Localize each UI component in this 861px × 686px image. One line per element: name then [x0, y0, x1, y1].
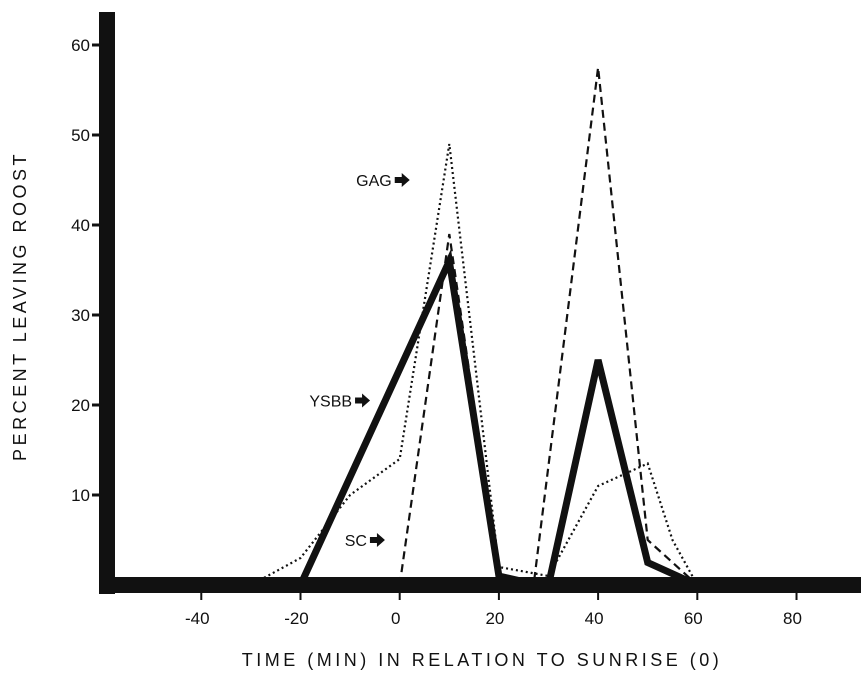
arrow-right-icon — [355, 393, 371, 408]
arrow-right-icon — [394, 173, 410, 187]
axes-layer — [99, 12, 861, 594]
y-axis-title: PERCENT LEAVING ROOST — [10, 151, 30, 461]
x-tick-label: -40 — [185, 609, 210, 628]
annotation-sc: SC — [345, 533, 385, 550]
series-layer — [250, 67, 699, 589]
x-tick-label: 20 — [485, 609, 504, 628]
x-tick-label: 40 — [585, 609, 604, 628]
y-tick-label: 10 — [71, 486, 90, 505]
x-axis-line — [99, 577, 861, 593]
x-axis-title: TIME (MIN) IN RELATION TO SUNRISE (0) — [242, 650, 723, 670]
x-tick-label: 0 — [391, 609, 400, 628]
y-tick-label: 60 — [71, 36, 90, 55]
annotation-label: SC — [345, 533, 367, 550]
y-tick-label: 50 — [71, 126, 90, 145]
x-tick-label: -20 — [284, 609, 309, 628]
y-axis-line — [99, 12, 115, 594]
annotation-ysbb: YSBB — [309, 393, 371, 411]
series-line-gag — [250, 143, 699, 586]
arrow-right-icon — [369, 533, 385, 547]
annotation-gag: GAG — [356, 173, 410, 190]
y-tick-label: 20 — [71, 396, 90, 415]
annotations-layer: GAG YSBB SC — [309, 173, 410, 550]
series-line-sc — [398, 67, 699, 587]
annotation-label: YSBB — [309, 394, 352, 411]
ticks-layer: -40 -20 0 20 40 60 80 10 20 30 40 50 60 — [71, 36, 802, 628]
x-tick-label: 60 — [684, 609, 703, 628]
y-tick-label: 30 — [71, 306, 90, 325]
annotation-label: GAG — [356, 173, 392, 190]
y-tick-label: 40 — [71, 216, 90, 235]
x-tick-label: 80 — [783, 609, 802, 628]
